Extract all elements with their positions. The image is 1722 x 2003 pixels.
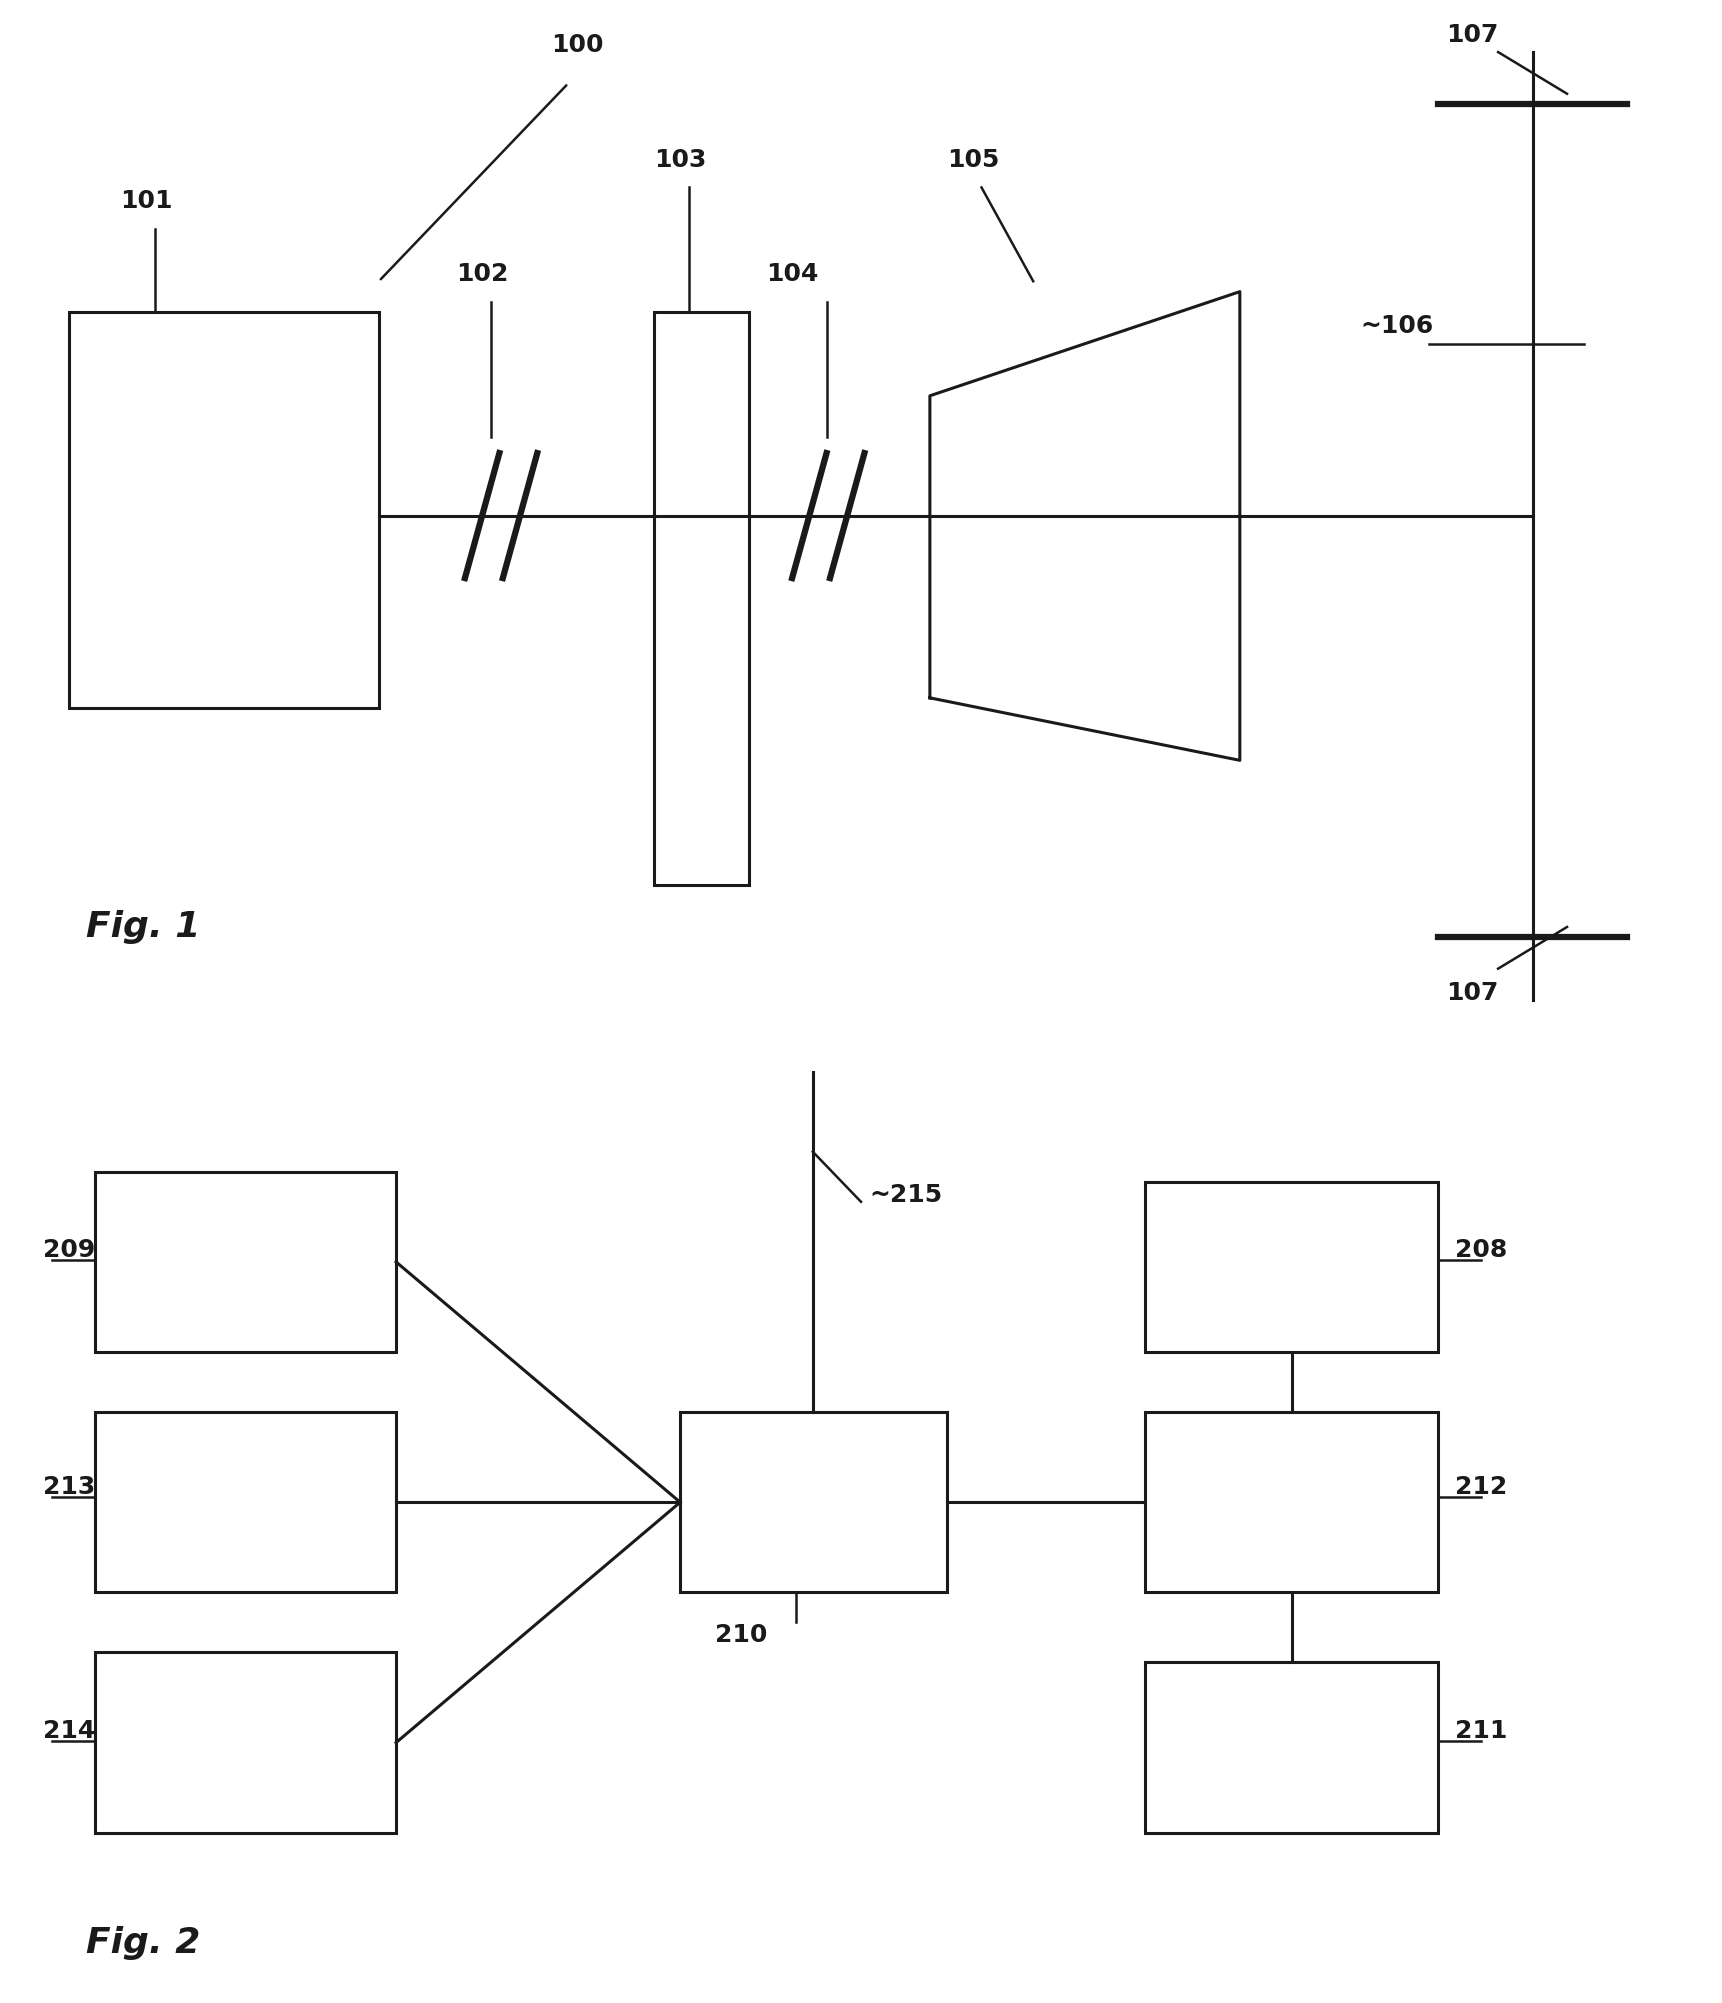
- Text: ~106: ~106: [1360, 314, 1434, 339]
- Bar: [1145, 1662, 1438, 1833]
- Bar: [95, 1172, 396, 1352]
- Bar: [1145, 1182, 1438, 1352]
- Text: 103: 103: [654, 148, 706, 172]
- Text: 104: 104: [766, 262, 818, 286]
- Text: 102: 102: [456, 262, 508, 286]
- Text: 100: 100: [551, 34, 603, 56]
- Text: 212: 212: [1455, 1476, 1507, 1498]
- Text: 208: 208: [1455, 1238, 1507, 1262]
- Text: 213: 213: [43, 1476, 95, 1498]
- Text: 105: 105: [947, 148, 999, 172]
- Text: 101: 101: [121, 190, 172, 212]
- Text: Fig. 2: Fig. 2: [86, 1927, 200, 1959]
- Bar: [1145, 1412, 1438, 1592]
- Text: 214: 214: [43, 1719, 95, 1743]
- Text: 211: 211: [1455, 1719, 1507, 1743]
- Bar: [95, 1652, 396, 1833]
- Text: 210: 210: [715, 1624, 766, 1646]
- Bar: [95, 1412, 396, 1592]
- Text: Fig. 1: Fig. 1: [86, 911, 200, 943]
- Text: 107: 107: [1446, 22, 1498, 46]
- Text: 107: 107: [1446, 981, 1498, 1006]
- Text: ~215: ~215: [870, 1184, 942, 1206]
- Text: 209: 209: [43, 1238, 95, 1262]
- Bar: [69, 312, 379, 709]
- Bar: [654, 312, 749, 885]
- Bar: [680, 1412, 947, 1592]
